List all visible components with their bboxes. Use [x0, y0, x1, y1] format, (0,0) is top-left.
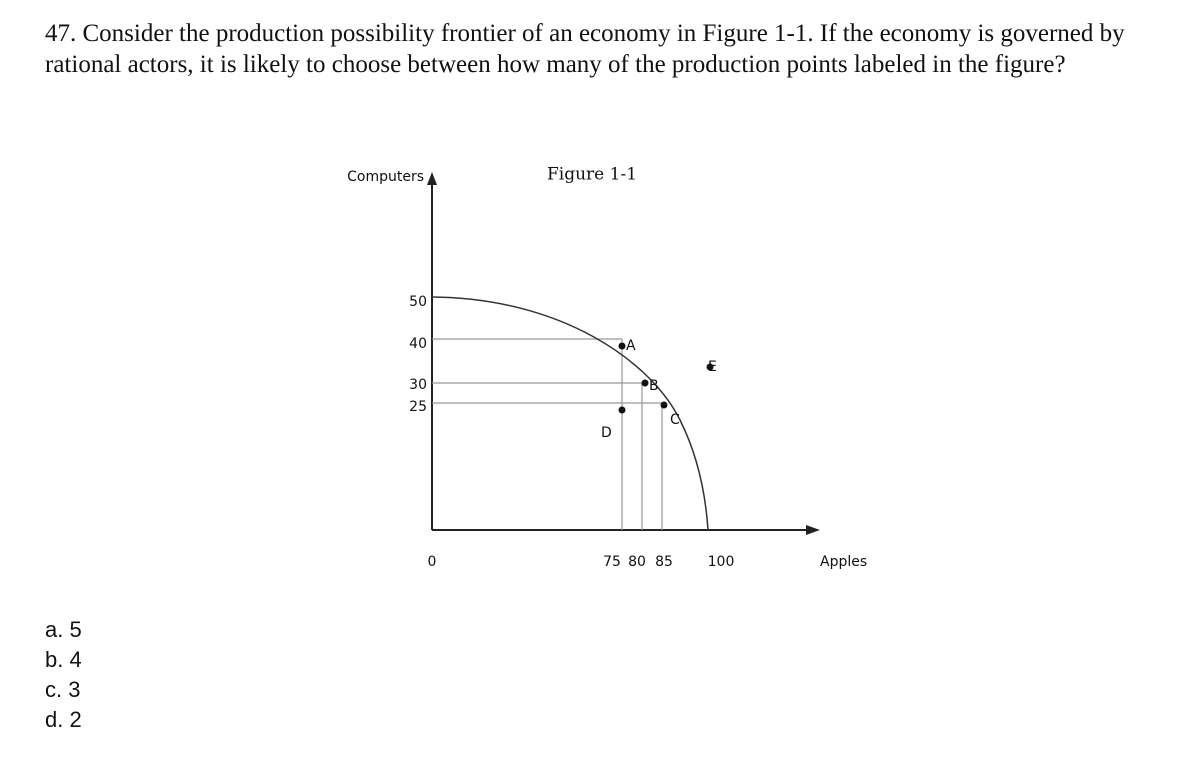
y-tick-label: 30 [409, 377, 427, 393]
option: a. 5 [45, 617, 82, 642]
x-tick-label: 75 [603, 554, 621, 570]
point-label: D [601, 425, 612, 441]
ppf-curve [431, 296, 709, 531]
point-label: C [670, 412, 680, 428]
question: 47. Consider the production possibility … [45, 20, 1125, 78]
axes [431, 182, 810, 531]
figure-title: Figure 1-1 [547, 165, 637, 185]
guide-lines [432, 338, 663, 530]
x-tick-label: 80 [628, 554, 646, 570]
y-arrow [427, 172, 437, 185]
y-axis-label: Computers [347, 169, 424, 185]
point-label: E [708, 359, 717, 375]
x-arrow [806, 525, 820, 535]
option: b. 4 [45, 647, 82, 672]
x-tick-label: 100 [708, 554, 735, 570]
point-dots [618, 342, 714, 414]
option: c. 3 [45, 677, 81, 702]
x-axis-label: Apples [820, 554, 867, 570]
y-tick-label: 40 [409, 336, 427, 352]
point-label: A [626, 338, 636, 354]
y-tick-label: 50 [409, 294, 427, 310]
origin-label: 0 [428, 554, 437, 570]
y-tick-label: 25 [409, 399, 427, 415]
option: d. 2 [45, 707, 82, 732]
point-label: B [649, 378, 659, 394]
x-tick-label: 85 [655, 554, 673, 570]
figure: Figure 1-1 Computers Apples 0 50 40 30 25 75… [347, 165, 867, 571]
